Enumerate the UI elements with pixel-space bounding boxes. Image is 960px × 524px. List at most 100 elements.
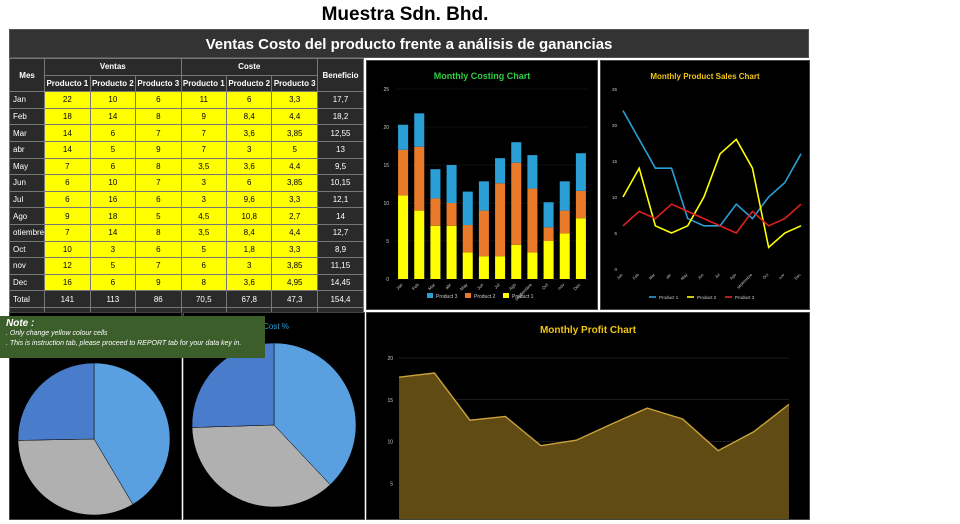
table-cell[interactable]: 14 bbox=[44, 124, 91, 142]
table-cell[interactable]: 4,4 bbox=[271, 107, 318, 126]
table-cell[interactable]: 5 bbox=[89, 257, 137, 275]
pie-slice bbox=[17, 438, 134, 516]
y-tick-label: 0 bbox=[614, 267, 617, 272]
table-cell: Jun bbox=[8, 174, 46, 192]
table-cell[interactable]: 10,8 bbox=[225, 207, 273, 225]
table-cell[interactable]: 6 bbox=[44, 190, 91, 209]
table-cell[interactable]: 18 bbox=[89, 207, 137, 225]
table-cell[interactable]: 3,6 bbox=[225, 157, 273, 176]
table-cell[interactable]: 6 bbox=[89, 273, 137, 292]
table-cell[interactable]: 9 bbox=[135, 140, 182, 159]
table-cell[interactable]: 8 bbox=[135, 157, 182, 176]
table-cell[interactable]: 7 bbox=[44, 157, 91, 176]
table-cell[interactable]: 9 bbox=[44, 207, 91, 225]
table-cell[interactable]: 7 bbox=[180, 140, 228, 159]
x-tick-label: Oct bbox=[541, 282, 550, 291]
table-cell[interactable]: 2,7 bbox=[271, 207, 318, 225]
table-cell[interactable]: 5 bbox=[271, 140, 318, 159]
table-cell[interactable]: 16 bbox=[44, 273, 91, 292]
table-cell[interactable]: 7 bbox=[135, 174, 182, 192]
sub-header-5: Producto 3 bbox=[271, 74, 318, 93]
sub-header-1: Producto 2 bbox=[89, 74, 137, 93]
table-cell[interactable]: 9 bbox=[135, 273, 182, 292]
table-cell[interactable]: 3,85 bbox=[271, 124, 318, 142]
bar-product-1 bbox=[478, 256, 489, 279]
table-cell[interactable]: 18 bbox=[44, 107, 91, 126]
bar-product-3 bbox=[511, 142, 522, 163]
table-cell[interactable]: 16 bbox=[89, 190, 137, 209]
y-tick-label: 10 bbox=[612, 195, 618, 200]
table-cell[interactable]: 7 bbox=[135, 124, 182, 142]
table-cell[interactable]: 8 bbox=[135, 107, 182, 126]
table-cell[interactable]: 3,85 bbox=[271, 257, 318, 275]
table-cell[interactable]: 22 bbox=[44, 91, 91, 109]
x-tick-label: May bbox=[680, 272, 689, 281]
table-cell[interactable]: 9 bbox=[180, 107, 228, 126]
table-cell[interactable]: 5 bbox=[89, 140, 137, 159]
table-cell[interactable]: 4,4 bbox=[271, 223, 318, 242]
table-cell[interactable]: 6 bbox=[180, 257, 228, 275]
bar-product-2 bbox=[543, 227, 554, 241]
table-cell[interactable]: 6 bbox=[135, 190, 182, 209]
table-cell[interactable]: 10 bbox=[89, 174, 137, 192]
company-title: Muestra Sdn. Bhd. bbox=[321, 4, 489, 25]
table-cell[interactable]: 3,3 bbox=[271, 91, 318, 109]
table-cell[interactable]: 8 bbox=[135, 223, 182, 242]
bar-product-2 bbox=[559, 210, 570, 234]
table-cell[interactable]: 14 bbox=[89, 107, 137, 126]
table-cell[interactable]: 7 bbox=[180, 124, 228, 142]
table-cell[interactable]: 14 bbox=[44, 140, 91, 159]
table-cell[interactable]: 3,5 bbox=[180, 223, 228, 242]
table-cell[interactable]: 6 bbox=[135, 240, 182, 259]
table-cell[interactable]: 6 bbox=[89, 157, 137, 176]
table-row: Mar 14 6 7 7 3,6 3,85 12,55 bbox=[8, 124, 364, 142]
table-cell: 12,7 bbox=[317, 223, 364, 242]
table-cell[interactable]: 4,4 bbox=[271, 157, 318, 176]
table-cell[interactable]: 6 bbox=[135, 91, 182, 109]
table-cell[interactable]: 3,85 bbox=[271, 174, 318, 192]
table-cell[interactable]: 5 bbox=[180, 240, 228, 259]
table-cell[interactable]: 6 bbox=[89, 124, 137, 142]
table-cell[interactable]: 10 bbox=[89, 91, 137, 109]
table-cell[interactable]: 3,3 bbox=[271, 240, 318, 259]
bar-product-1 bbox=[527, 252, 538, 279]
table-cell[interactable]: 8,4 bbox=[225, 107, 273, 126]
table-cell[interactable]: 3 bbox=[180, 174, 228, 192]
table-cell: 10,15 bbox=[317, 174, 364, 192]
table-cell[interactable]: 6 bbox=[225, 174, 273, 192]
table-cell[interactable]: 4,95 bbox=[271, 273, 318, 292]
legend-swatch bbox=[465, 293, 471, 298]
table-cell[interactable]: 7 bbox=[135, 257, 182, 275]
table-cell[interactable]: 4,5 bbox=[180, 207, 228, 225]
table-cell[interactable]: 6 bbox=[44, 174, 91, 192]
table-cell[interactable]: 3 bbox=[225, 257, 273, 275]
table-cell[interactable]: 5 bbox=[135, 207, 182, 225]
table-cell[interactable]: 3 bbox=[225, 140, 273, 159]
table-cell[interactable]: 8 bbox=[180, 273, 228, 292]
table-cell[interactable]: 8,4 bbox=[225, 223, 273, 242]
table-cell[interactable]: 3,6 bbox=[225, 273, 273, 292]
bar-product-3 bbox=[575, 153, 586, 191]
line-product-2 bbox=[622, 138, 802, 249]
table-cell[interactable]: 7 bbox=[44, 223, 91, 242]
table-cell[interactable]: 12 bbox=[44, 257, 91, 275]
table-cell[interactable]: 14 bbox=[89, 223, 137, 242]
table-cell[interactable]: 3,5 bbox=[180, 157, 228, 176]
x-tick-label: abr bbox=[665, 272, 673, 280]
table-cell: nov bbox=[8, 257, 46, 275]
table-cell[interactable]: 10 bbox=[44, 240, 91, 259]
x-tick-label: Jul bbox=[714, 272, 721, 279]
table-cell[interactable]: 9,6 bbox=[225, 190, 273, 209]
bar-product-3 bbox=[495, 158, 506, 184]
table-cell[interactable]: 1,8 bbox=[225, 240, 273, 259]
legend-label: Product 1 bbox=[512, 294, 534, 300]
table-cell: 8,9 bbox=[317, 240, 364, 259]
table-cell[interactable]: 11 bbox=[180, 91, 228, 109]
table-cell[interactable]: 3,3 bbox=[271, 190, 318, 209]
table-cell[interactable]: 3,6 bbox=[225, 124, 273, 142]
pie-slice bbox=[191, 424, 331, 508]
table-cell[interactable]: 3 bbox=[89, 240, 137, 259]
y-tick-label: 25 bbox=[612, 87, 618, 92]
table-cell[interactable]: 3 bbox=[180, 190, 228, 209]
table-cell[interactable]: 6 bbox=[225, 91, 273, 109]
